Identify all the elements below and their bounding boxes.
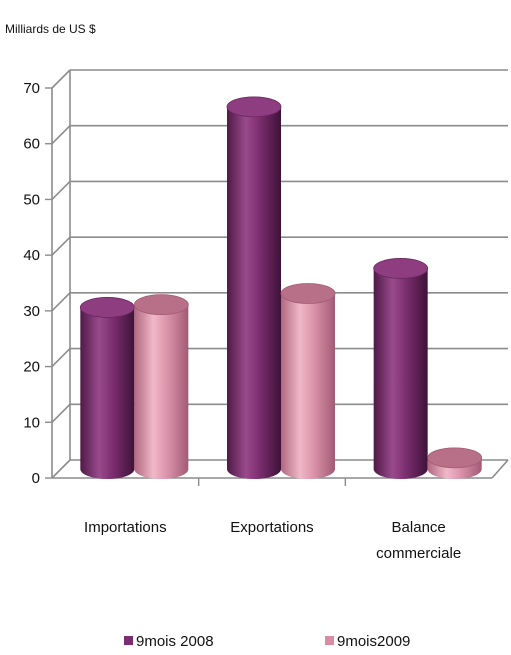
category-label-line: Exportations xyxy=(230,519,313,536)
category-label-line: commerciale xyxy=(376,545,461,562)
y-tick-label: 10 xyxy=(23,414,40,431)
floor-edge xyxy=(491,459,509,479)
bar-body xyxy=(373,268,428,479)
bar-2009-2 xyxy=(427,447,483,479)
category-labels: Importations Exportations Balance commercia… xyxy=(84,519,461,562)
bar-2008-1 xyxy=(226,96,282,479)
gridline-side xyxy=(51,348,71,368)
y-tick-label: 30 xyxy=(23,303,40,320)
bar-body xyxy=(134,304,189,479)
category-label: Exportations xyxy=(230,519,313,536)
category-label: Balance commerciale xyxy=(376,519,461,562)
legend-swatch xyxy=(124,636,133,645)
bar-2009-0 xyxy=(133,294,189,479)
legend: 9mois 2008 9mois2009 xyxy=(124,633,410,650)
y-tick-label: 40 xyxy=(23,247,40,264)
bar-top xyxy=(79,297,135,318)
bar-top xyxy=(427,447,483,469)
y-tick-label: 70 xyxy=(23,80,40,97)
legend-swatch xyxy=(325,636,334,645)
bar-2008-2 xyxy=(373,258,429,479)
bar-body xyxy=(227,106,281,479)
bar-top xyxy=(280,283,336,304)
y-tick-label: 60 xyxy=(23,136,40,153)
bar-top xyxy=(226,96,282,118)
unit-label: Milliards de US $ xyxy=(5,22,96,36)
gridline-side xyxy=(51,180,71,200)
y-tick-label: 0 xyxy=(32,470,40,487)
legend-label: 9mois 2008 xyxy=(136,633,214,650)
category-label-line: Importations xyxy=(84,519,167,536)
bar-2008-0 xyxy=(79,297,135,479)
gridline-side xyxy=(51,69,71,89)
bar-body xyxy=(80,307,135,479)
y-tick-label: 20 xyxy=(23,359,40,376)
gridline-side xyxy=(51,403,71,423)
gridline-side xyxy=(51,236,71,256)
gridline-side xyxy=(51,459,71,479)
bar-top xyxy=(373,258,429,279)
category-label-line: Balance xyxy=(392,519,446,536)
bar-2009-1 xyxy=(280,283,336,479)
category-label: Importations xyxy=(84,519,167,536)
bars xyxy=(79,96,483,479)
gridline-side xyxy=(51,125,71,145)
bar-body xyxy=(281,293,335,479)
gridline-side xyxy=(51,292,71,312)
bar-top xyxy=(133,294,189,316)
legend-label: 9mois2009 xyxy=(337,633,410,650)
y-tick-label: 50 xyxy=(23,191,40,208)
axes: 0 10 20 30 40 50 60 70 xyxy=(23,70,509,487)
